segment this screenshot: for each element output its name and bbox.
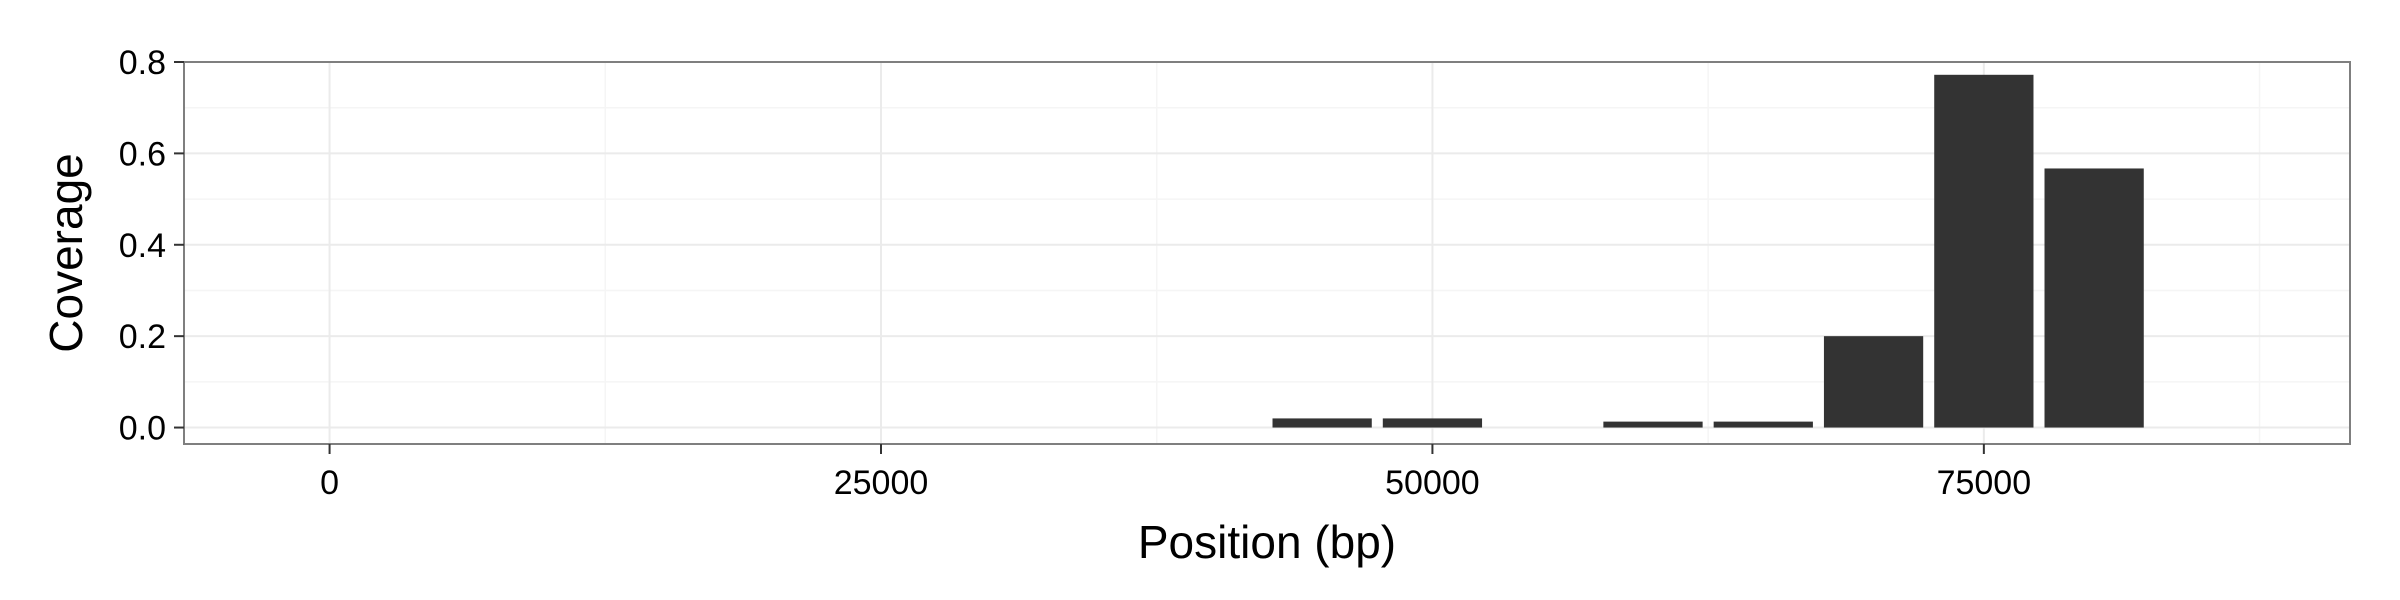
bar [1382, 418, 1483, 428]
axis-ticks: 0 25000 50000 75000 0.0 0.2 0.4 0.6 0.8 [119, 44, 2031, 502]
y-tick-label: 0.6 [119, 135, 166, 173]
bar [1272, 418, 1372, 428]
y-tick-label: 0.2 [119, 318, 166, 356]
bar [1934, 74, 2034, 428]
x-tick-label: 50000 [1385, 464, 1480, 502]
x-axis-title: Position (bp) [1138, 516, 1396, 568]
y-tick-label: 0.4 [119, 227, 166, 265]
x-tick-label: 75000 [1937, 464, 2032, 502]
bar [1713, 421, 1813, 428]
y-tick-label: 0.0 [119, 410, 166, 448]
y-tick-label: 0.8 [119, 44, 166, 82]
bar [1603, 421, 1703, 428]
x-tick-label: 0 [320, 464, 339, 502]
y-axis-title: Coverage [40, 153, 92, 352]
bars [1272, 74, 2144, 428]
bar [2044, 168, 2144, 428]
x-tick-label: 25000 [834, 464, 929, 502]
bar [1823, 336, 1924, 428]
panel-border [183, 61, 2351, 445]
